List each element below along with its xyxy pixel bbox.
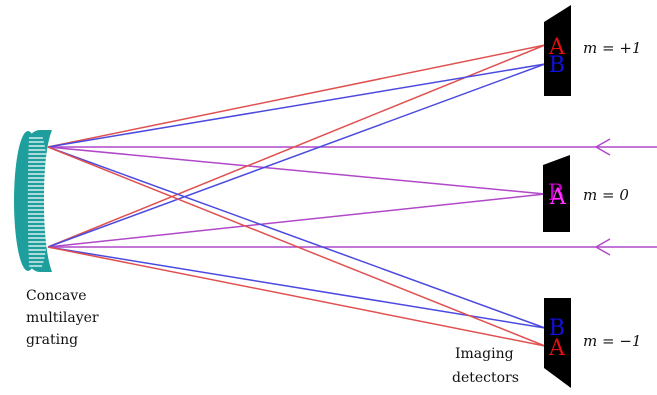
arrowhead <box>594 238 611 256</box>
image-letter-b: B <box>549 53 565 78</box>
arrowhead <box>594 138 611 156</box>
image-letter-a: A <box>549 185 567 210</box>
zero-order-ray <box>47 193 546 248</box>
detector-plus1: A B m = +1 <box>544 5 641 96</box>
zero-order-ray <box>47 146 546 195</box>
order-label: m = +1 <box>583 39 641 57</box>
plus-one-ray-b <box>47 63 546 148</box>
image-letter-a: A <box>548 336 566 361</box>
caption-line: detectors <box>452 370 519 386</box>
image-letter-b: B <box>549 316 565 341</box>
image-letter-b: B <box>548 181 564 206</box>
minus-one-ray-a <box>47 246 546 347</box>
ray-lines <box>47 44 657 347</box>
caption-line: grating <box>26 332 78 348</box>
detector-body <box>544 298 571 388</box>
plus-one-ray-a <box>47 44 546 248</box>
minus-one-ray-a <box>47 146 546 347</box>
detector-body <box>543 155 570 232</box>
detector-body <box>544 5 571 96</box>
order-label: m = −1 <box>583 332 641 350</box>
caption-line: Concave <box>26 288 87 304</box>
caption-line: Imaging <box>455 346 514 362</box>
caption-line: multilayer <box>26 310 99 326</box>
grating-stripes <box>27 137 49 267</box>
minus-one-ray-b <box>47 246 546 329</box>
order-label: m = 0 <box>583 186 629 204</box>
plus-one-ray-b <box>47 63 546 248</box>
minus-one-ray-b <box>47 146 546 329</box>
concave-grating <box>14 130 52 272</box>
grating-caption: Concave multilayer grating <box>26 288 99 348</box>
detector-caption: Imaging detectors <box>452 346 519 386</box>
detector-minus1: B A m = −1 <box>544 298 641 388</box>
image-letter-a: A <box>548 35 566 60</box>
detector-zero: B A m = 0 <box>543 155 629 232</box>
plus-one-ray-a <box>47 44 546 148</box>
